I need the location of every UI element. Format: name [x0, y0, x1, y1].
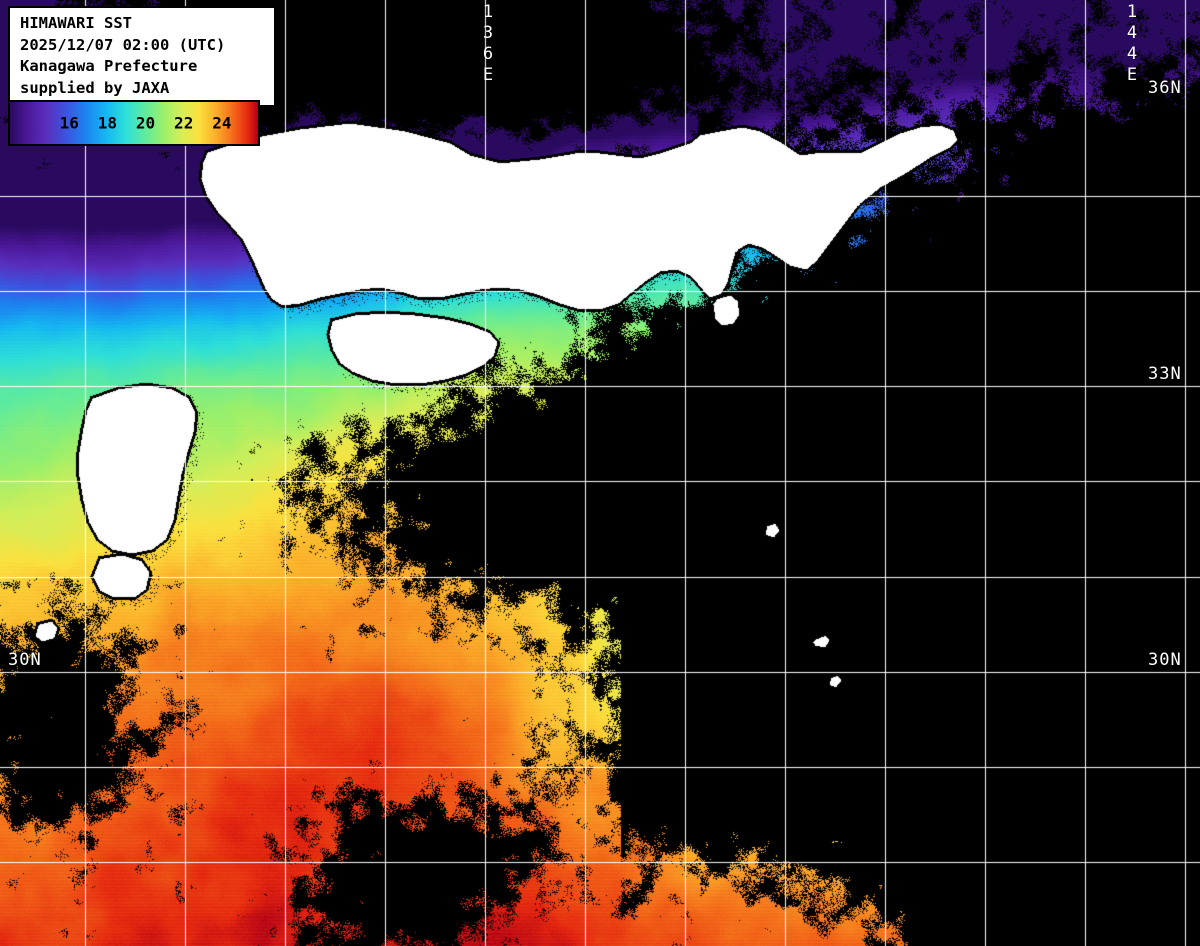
sst-colorbar: 16 18 20 22 24	[8, 100, 260, 146]
product-info-box: HIMAWARI SST 2025/12/07 02:00 (UTC) Kana…	[8, 6, 276, 107]
product-title: HIMAWARI SST	[20, 14, 132, 32]
colorbar-gradient	[10, 102, 258, 144]
product-credit: supplied by JAXA	[20, 78, 170, 97]
product-timestamp: 2025/12/07 02:00 (UTC)	[20, 35, 226, 54]
product-region: Kanagawa Prefecture	[20, 57, 198, 75]
